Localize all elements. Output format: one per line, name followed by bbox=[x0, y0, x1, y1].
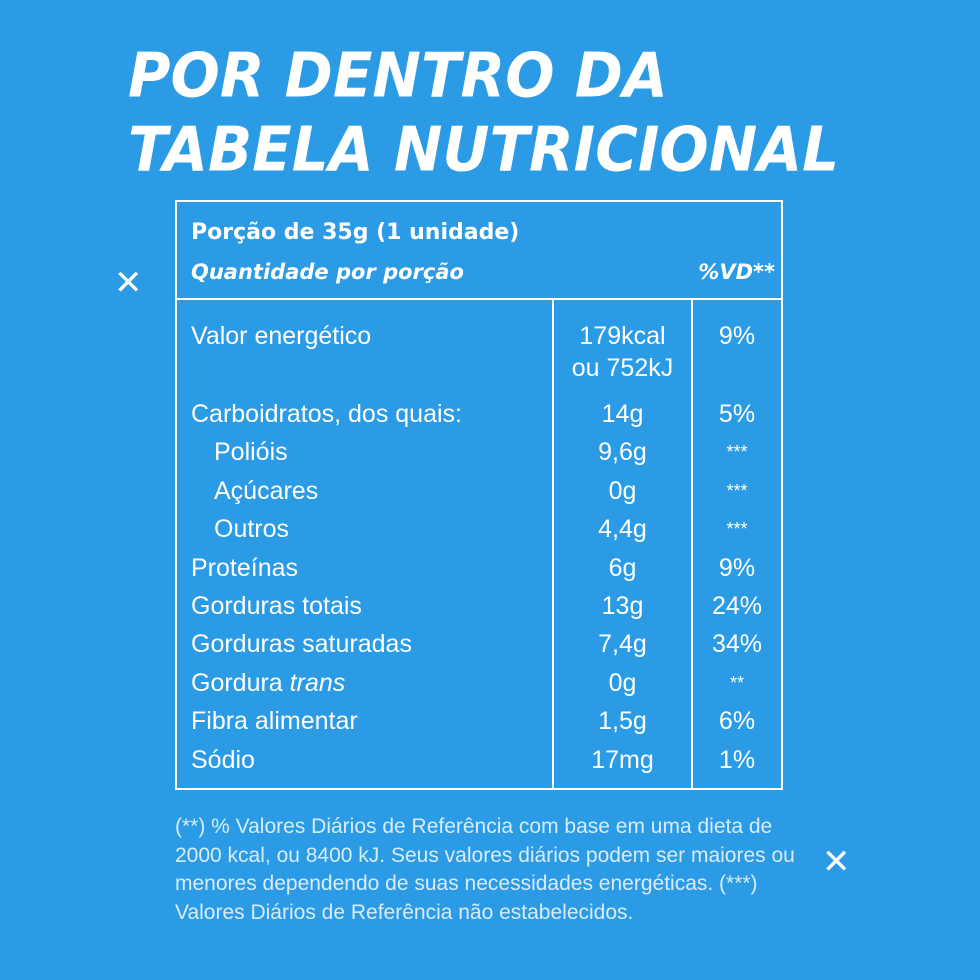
row-name-sugars: Açúcares bbox=[214, 477, 319, 505]
row-amount-saturated-fat: 7,4g bbox=[598, 630, 647, 658]
row-name-trans-fat: Gordura trans bbox=[191, 667, 345, 699]
page-title: POR DENTRO DA TABELA NUTRICIONAL bbox=[128, 38, 839, 186]
row-name-proteins: Proteínas bbox=[191, 554, 299, 582]
column-divider bbox=[691, 298, 693, 788]
row-name-saturated-fat: Gorduras saturadas bbox=[191, 630, 412, 658]
vd-header: %VD** bbox=[698, 260, 775, 284]
row-name-total-fat: Gorduras totais bbox=[191, 592, 362, 620]
nutrition-table: Porção de 35g (1 unidade) Quantidade por… bbox=[175, 200, 783, 790]
row-amount-energy-kj: ou 752kJ bbox=[571, 354, 674, 382]
trans-fat-prefix: Gordura bbox=[191, 669, 290, 697]
footnote: (**) % Valores Diários de Referência com… bbox=[175, 815, 795, 924]
row-vd-trans-fat: ** bbox=[729, 673, 744, 693]
row-vd-sodium: 1% bbox=[718, 746, 756, 774]
row-amount-proteins: 6g bbox=[608, 554, 637, 582]
title-line-2: TABELA NUTRICIONAL bbox=[128, 113, 840, 186]
table-header: Porção de 35g (1 unidade) Quantidade por… bbox=[177, 202, 781, 300]
row-name-others: Outros bbox=[214, 515, 290, 543]
row-name-fiber: Fibra alimentar bbox=[191, 707, 358, 735]
row-vd-carbs: 5% bbox=[718, 400, 756, 428]
row-amount-energy-kcal: 179kcal bbox=[579, 322, 666, 350]
x-icon: ✕ bbox=[822, 842, 851, 882]
row-amount-carbs: 14g bbox=[601, 400, 644, 428]
title-line-1: POR DENTRO DA bbox=[128, 39, 668, 112]
x-icon: ✕ bbox=[114, 263, 143, 303]
row-vd-saturated-fat: 34% bbox=[711, 630, 763, 658]
row-vd-total-fat: 24% bbox=[711, 592, 763, 620]
trans-fat-italic: trans bbox=[289, 669, 346, 697]
row-name-sodium: Sódio bbox=[191, 746, 255, 774]
row-vd-proteins: 9% bbox=[718, 554, 756, 582]
row-vd-fiber: 6% bbox=[718, 707, 756, 735]
portion-size: Porção de 35g (1 unidade) bbox=[191, 220, 520, 245]
row-amount-total-fat: 13g bbox=[601, 592, 644, 620]
row-amount-sugars: 0g bbox=[608, 477, 637, 505]
row-name-energy: Valor energético bbox=[191, 322, 372, 350]
row-name-carbs: Carboidratos, dos quais: bbox=[191, 400, 462, 428]
row-vd-sugars: *** bbox=[726, 481, 748, 501]
row-vd-others: *** bbox=[726, 519, 748, 539]
row-amount-polyols: 9,6g bbox=[598, 438, 647, 466]
row-vd-polyols: *** bbox=[726, 442, 748, 462]
row-vd-energy: 9% bbox=[718, 322, 756, 350]
row-amount-trans-fat: 0g bbox=[608, 669, 637, 697]
row-amount-sodium: 17mg bbox=[591, 746, 654, 774]
column-divider bbox=[552, 298, 554, 788]
row-amount-others: 4,4g bbox=[598, 515, 647, 543]
row-amount-fiber: 1,5g bbox=[598, 707, 647, 735]
row-name-polyols: Polióis bbox=[214, 438, 288, 466]
quantity-per-portion-label: Quantidade por porção bbox=[191, 260, 464, 284]
